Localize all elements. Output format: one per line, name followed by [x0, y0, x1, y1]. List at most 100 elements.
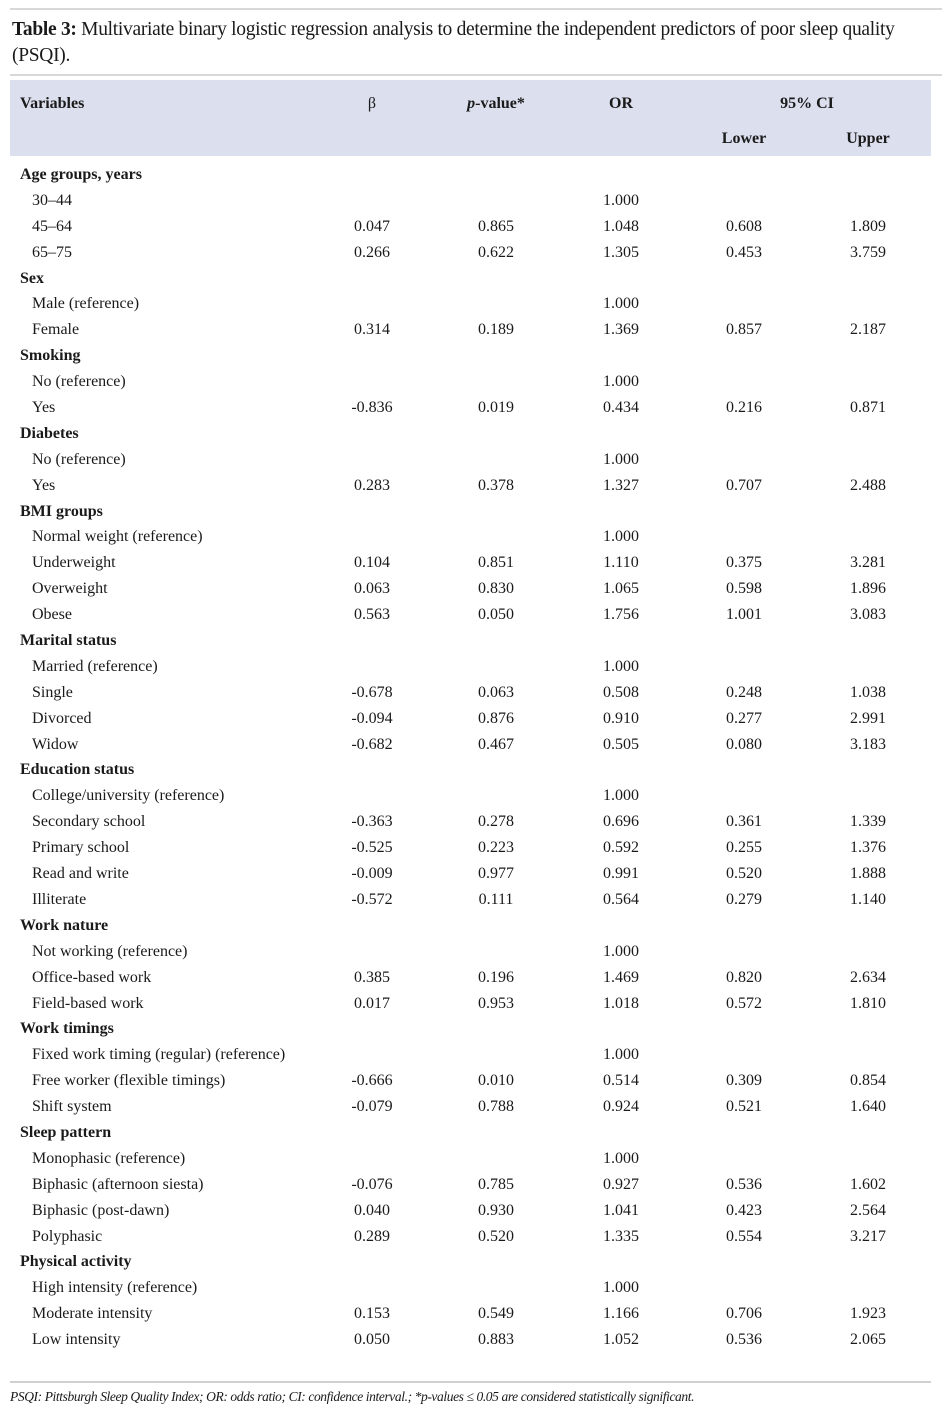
cell-p-value: 0.378	[478, 476, 514, 494]
row-label: Married (reference)	[32, 657, 158, 675]
table-footnote: PSQI: Pittsburgh Sleep Quality Index; OR…	[10, 1389, 695, 1404]
cell-ci-upper: 3.083	[850, 606, 886, 624]
cell-or: 1.000	[603, 295, 639, 313]
row-label: College/university (reference)	[32, 787, 225, 805]
cell-ci-upper: 1.140	[850, 890, 886, 908]
cell-or: 1.305	[603, 243, 639, 261]
table-row: Yes 0.283 0.378 1.327 0.707 2.488	[10, 474, 931, 500]
cell-beta: 0.283	[354, 476, 390, 494]
cell-beta: 0.153	[354, 1305, 390, 1323]
cell-or: 0.514	[603, 1072, 639, 1090]
table-row: College/university (reference) 1.000	[10, 784, 931, 810]
row-label: Fixed work timing (regular) (reference)	[32, 1046, 286, 1064]
header-p-rest: -value*	[475, 95, 525, 112]
cell-ci-lower: 0.277	[726, 709, 762, 727]
cell-beta: -0.363	[351, 813, 393, 831]
cell-beta: 0.063	[354, 580, 390, 598]
cell-ci-upper: 0.871	[850, 399, 886, 417]
cell-beta: -0.079	[351, 1098, 393, 1116]
cell-ci-upper: 1.923	[850, 1305, 886, 1323]
row-label: Biphasic (afternoon siesta)	[32, 1175, 204, 1193]
cell-or: 0.991	[603, 865, 639, 883]
cell-p-value: 0.549	[478, 1305, 514, 1323]
cell-p-value: 0.930	[478, 1201, 514, 1219]
cell-or: 0.434	[603, 399, 639, 417]
cell-p-value: 0.830	[478, 580, 514, 598]
cell-ci-lower: 0.309	[726, 1072, 762, 1090]
cell-or: 1.000	[603, 191, 639, 209]
header-variables: Variables	[20, 95, 85, 112]
table-row: Underweight 0.104 0.851 1.110 0.375 3.281	[10, 551, 931, 577]
row-label: Underweight	[32, 554, 116, 572]
cell-or: 1.000	[603, 1046, 639, 1064]
cell-beta: -0.094	[351, 709, 393, 727]
row-label: Low intensity	[32, 1331, 121, 1349]
row-label: No (reference)	[32, 373, 126, 391]
cell-ci-upper: 3.183	[850, 735, 886, 753]
cell-or: 0.508	[603, 683, 639, 701]
caption-label: Table 3:	[12, 19, 77, 40]
row-label: No (reference)	[32, 450, 126, 468]
cell-ci-lower: 0.255	[726, 839, 762, 857]
group-header-row: BMI groups	[10, 500, 931, 526]
row-label: 30–44	[32, 191, 72, 209]
row-label: Female	[32, 321, 80, 339]
row-label: Not working (reference)	[32, 942, 188, 960]
cell-beta: 0.050	[354, 1331, 390, 1349]
table-row: Biphasic (post-dawn) 0.040 0.930 1.041 0.423…	[10, 1199, 931, 1225]
row-label: Overweight	[32, 580, 108, 598]
table-row: No (reference) 1.000	[10, 448, 931, 474]
table-row: Monophasic (reference) 1.000	[10, 1147, 931, 1173]
table-row: Married (reference) 1.000	[10, 655, 931, 681]
cell-ci-lower: 0.521	[726, 1098, 762, 1116]
cell-ci-lower: 0.453	[726, 243, 762, 261]
cell-beta: 0.563	[354, 606, 390, 624]
cell-ci-lower: 0.554	[726, 1227, 762, 1245]
cell-ci-lower: 0.361	[726, 813, 762, 831]
cell-p-value: 0.010	[478, 1072, 514, 1090]
table-body: Age groups, years 30–44 1.000 45–64 0.047 0.8…	[10, 163, 931, 1354]
cell-p-value: 0.622	[478, 243, 514, 261]
cell-beta: -0.836	[351, 399, 393, 417]
row-label: Moderate intensity	[32, 1305, 153, 1323]
cell-or: 1.327	[603, 476, 639, 494]
bottom-rule	[10, 1381, 931, 1383]
cell-p-value: 0.785	[478, 1175, 514, 1193]
cell-p-value: 0.196	[478, 968, 514, 986]
header-p-italic: p	[467, 95, 476, 112]
table-row: Male (reference) 1.000	[10, 292, 931, 318]
cell-p-value: 0.953	[478, 994, 514, 1012]
table-row: Widow -0.682 0.467 0.505 0.080 3.183	[10, 733, 931, 759]
row-label: Primary school	[32, 839, 130, 857]
table-caption: Table 3: Multivariate binary logistic re…	[12, 17, 932, 69]
group-header-row: Sleep pattern	[10, 1121, 931, 1147]
row-label: Biphasic (post-dawn)	[32, 1201, 170, 1219]
cell-or: 1.041	[603, 1201, 639, 1219]
row-label: High intensity (reference)	[32, 1279, 198, 1297]
cell-ci-lower: 0.536	[726, 1331, 762, 1349]
header-beta: β	[367, 95, 377, 112]
cell-or: 1.000	[603, 787, 639, 805]
cell-beta: -0.678	[351, 683, 393, 701]
group-header-row: Physical activity	[10, 1250, 931, 1276]
table-row: 45–64 0.047 0.865 1.048 0.608 1.809	[10, 215, 931, 241]
group-name: Work timings	[20, 1020, 114, 1038]
row-label: Office-based work	[32, 968, 152, 986]
group-name: Sex	[20, 269, 44, 287]
table-row: Biphasic (afternoon siesta) -0.076 0.785 0.…	[10, 1173, 931, 1199]
table-row: Divorced -0.094 0.876 0.910 0.277 2.991	[10, 707, 931, 733]
table-row: Fixed work timing (regular) (reference) 1…	[10, 1043, 931, 1069]
table-row: Read and write -0.009 0.977 0.991 0.520 1.888	[10, 862, 931, 888]
cell-ci-upper: 1.896	[850, 580, 886, 598]
row-label: Illiterate	[32, 890, 87, 908]
cell-ci-upper: 1.810	[850, 994, 886, 1012]
cell-ci-lower: 0.536	[726, 1175, 762, 1193]
table-row: Field-based work 0.017 0.953 1.018 0.572 1.81…	[10, 992, 931, 1018]
cell-beta: -0.525	[351, 839, 393, 857]
row-label: Male (reference)	[32, 295, 140, 313]
table-row: Office-based work 0.385 0.196 1.469 0.820 2.6…	[10, 966, 931, 992]
group-header-row: Diabetes	[10, 422, 931, 448]
row-label: Secondary school	[32, 813, 146, 831]
cell-beta: 0.266	[354, 243, 390, 261]
group-header-row: Work nature	[10, 914, 931, 940]
